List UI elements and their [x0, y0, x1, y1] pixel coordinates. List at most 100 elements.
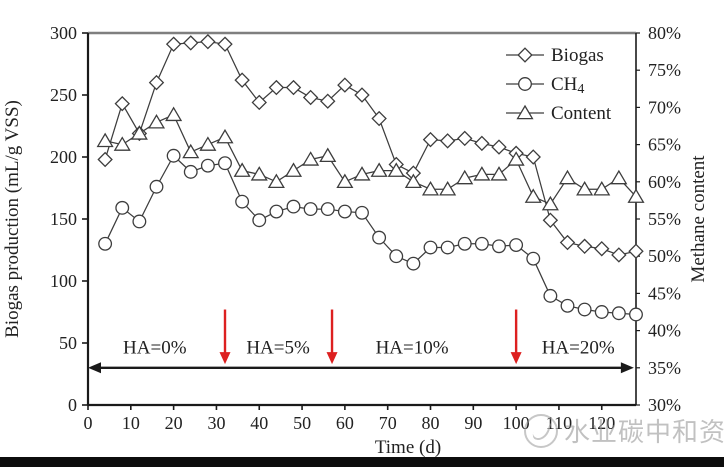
- content-marker: [353, 166, 371, 181]
- ch4-marker: [543, 288, 558, 303]
- ch4-marker: [577, 302, 592, 317]
- biogas-marker: [165, 36, 182, 52]
- x-axis-tick-label: 90: [464, 413, 482, 433]
- biogas-marker: [594, 241, 610, 257]
- phase-span-arrow-right-head: [620, 362, 634, 374]
- ch4-marker: [474, 236, 489, 251]
- x-axis-tick-label: 120: [588, 413, 615, 433]
- content-marker: [182, 143, 200, 159]
- phase-label: HA=0%: [123, 337, 187, 358]
- right-axis-tick-label: 60%: [648, 172, 681, 192]
- content-marker: [490, 166, 508, 181]
- ch4-marker: [594, 305, 609, 319]
- content-marker: [233, 162, 251, 177]
- content-marker: [370, 162, 388, 177]
- legend-circle-icon: [518, 77, 532, 91]
- right-axis-tick-label: 75%: [648, 60, 681, 80]
- right-axis-tick-label: 55%: [648, 209, 681, 229]
- biogas-marker: [183, 35, 199, 51]
- right-axis-title: Methane content: [688, 155, 709, 283]
- biogas-marker: [525, 149, 541, 165]
- ch4-marker: [611, 306, 626, 321]
- left-axis-title: Biogas production (mL/g VSS): [2, 100, 23, 338]
- x-axis-tick-label: 30: [207, 413, 225, 433]
- content-marker: [473, 166, 491, 181]
- content-marker: [216, 128, 234, 144]
- content-marker: [267, 173, 285, 189]
- x-axis-tick-label: 60: [336, 413, 354, 433]
- biogas-marker: [217, 36, 233, 52]
- ch4-marker: [355, 205, 369, 220]
- ch4-marker: [252, 213, 267, 228]
- right-axis-tick-label: 65%: [648, 135, 681, 155]
- x-axis-tick-label: 50: [293, 413, 311, 433]
- content-marker: [593, 180, 611, 196]
- ch4-marker: [372, 230, 387, 245]
- biogas-marker: [474, 135, 490, 152]
- phase-label: HA=5%: [246, 337, 310, 358]
- content-marker: [421, 180, 440, 196]
- ch4-marker: [98, 236, 113, 251]
- ch4-marker: [200, 158, 215, 173]
- ch4-marker: [286, 199, 301, 214]
- red-arrow-head: [510, 352, 522, 365]
- x-axis-tick-label: 0: [84, 413, 93, 433]
- legend-label-biogas: Biogas: [551, 45, 604, 66]
- ch4-marker: [629, 307, 643, 322]
- biogas-marker: [320, 93, 336, 109]
- biogas-marker: [576, 238, 593, 254]
- left-axis-tick-label: 250: [50, 85, 77, 105]
- legend-diamond-icon: [517, 47, 533, 63]
- biogas-marker: [439, 133, 456, 149]
- biogas-marker: [559, 234, 576, 251]
- ch4-marker: [406, 256, 421, 271]
- content-marker: [130, 125, 148, 140]
- content-marker: [541, 195, 559, 211]
- biogas-marker: [542, 212, 559, 228]
- ch4-marker: [457, 236, 472, 251]
- ch4-marker: [115, 200, 130, 215]
- content-marker: [576, 180, 594, 196]
- phase-label: HA=10%: [376, 337, 449, 358]
- content-marker: [96, 132, 114, 148]
- red-arrow-head: [326, 352, 338, 365]
- x-axis-tick-label: 40: [250, 413, 268, 433]
- right-axis-tick-label: 30%: [648, 395, 681, 415]
- content-marker: [507, 151, 525, 166]
- legend-label-ch4: CH4: [551, 74, 584, 97]
- right-axis-tick-label: 70%: [648, 97, 681, 117]
- content-marker: [165, 106, 183, 122]
- biogas-marker: [285, 79, 302, 96]
- right-axis-tick-label: 45%: [648, 283, 681, 303]
- ch4-marker: [303, 202, 318, 217]
- biogas-marker: [114, 95, 130, 112]
- content-marker: [113, 136, 131, 151]
- x-axis-tick-label: 70: [379, 413, 397, 433]
- ch4-marker: [423, 240, 438, 255]
- ch4-marker: [269, 204, 284, 219]
- content-marker: [250, 166, 268, 181]
- x-axis-tick-label: 20: [165, 413, 183, 433]
- content-marker: [524, 188, 542, 203]
- phase-span-arrow-left-head: [88, 362, 101, 374]
- biogas-marker: [354, 87, 370, 103]
- ch4-marker: [218, 156, 232, 171]
- left-axis-tick-label: 0: [68, 395, 77, 415]
- left-axis-tick-label: 50: [59, 333, 77, 353]
- biogas-marker: [97, 151, 113, 168]
- content-marker: [439, 180, 457, 196]
- biogas-marker: [148, 74, 165, 91]
- content-marker: [627, 188, 645, 203]
- right-axis-tick-label: 50%: [648, 246, 681, 266]
- ch4-marker: [235, 194, 250, 209]
- content-marker: [147, 113, 166, 129]
- x-axis-tick-label: 100: [503, 413, 530, 433]
- ch4-marker: [509, 238, 524, 252]
- biogas-marker: [371, 110, 387, 127]
- ch4-marker: [183, 164, 198, 179]
- content-marker: [456, 169, 474, 185]
- ch4-marker: [337, 204, 352, 219]
- ch4-marker: [492, 239, 506, 254]
- ch4-marker: [526, 251, 541, 266]
